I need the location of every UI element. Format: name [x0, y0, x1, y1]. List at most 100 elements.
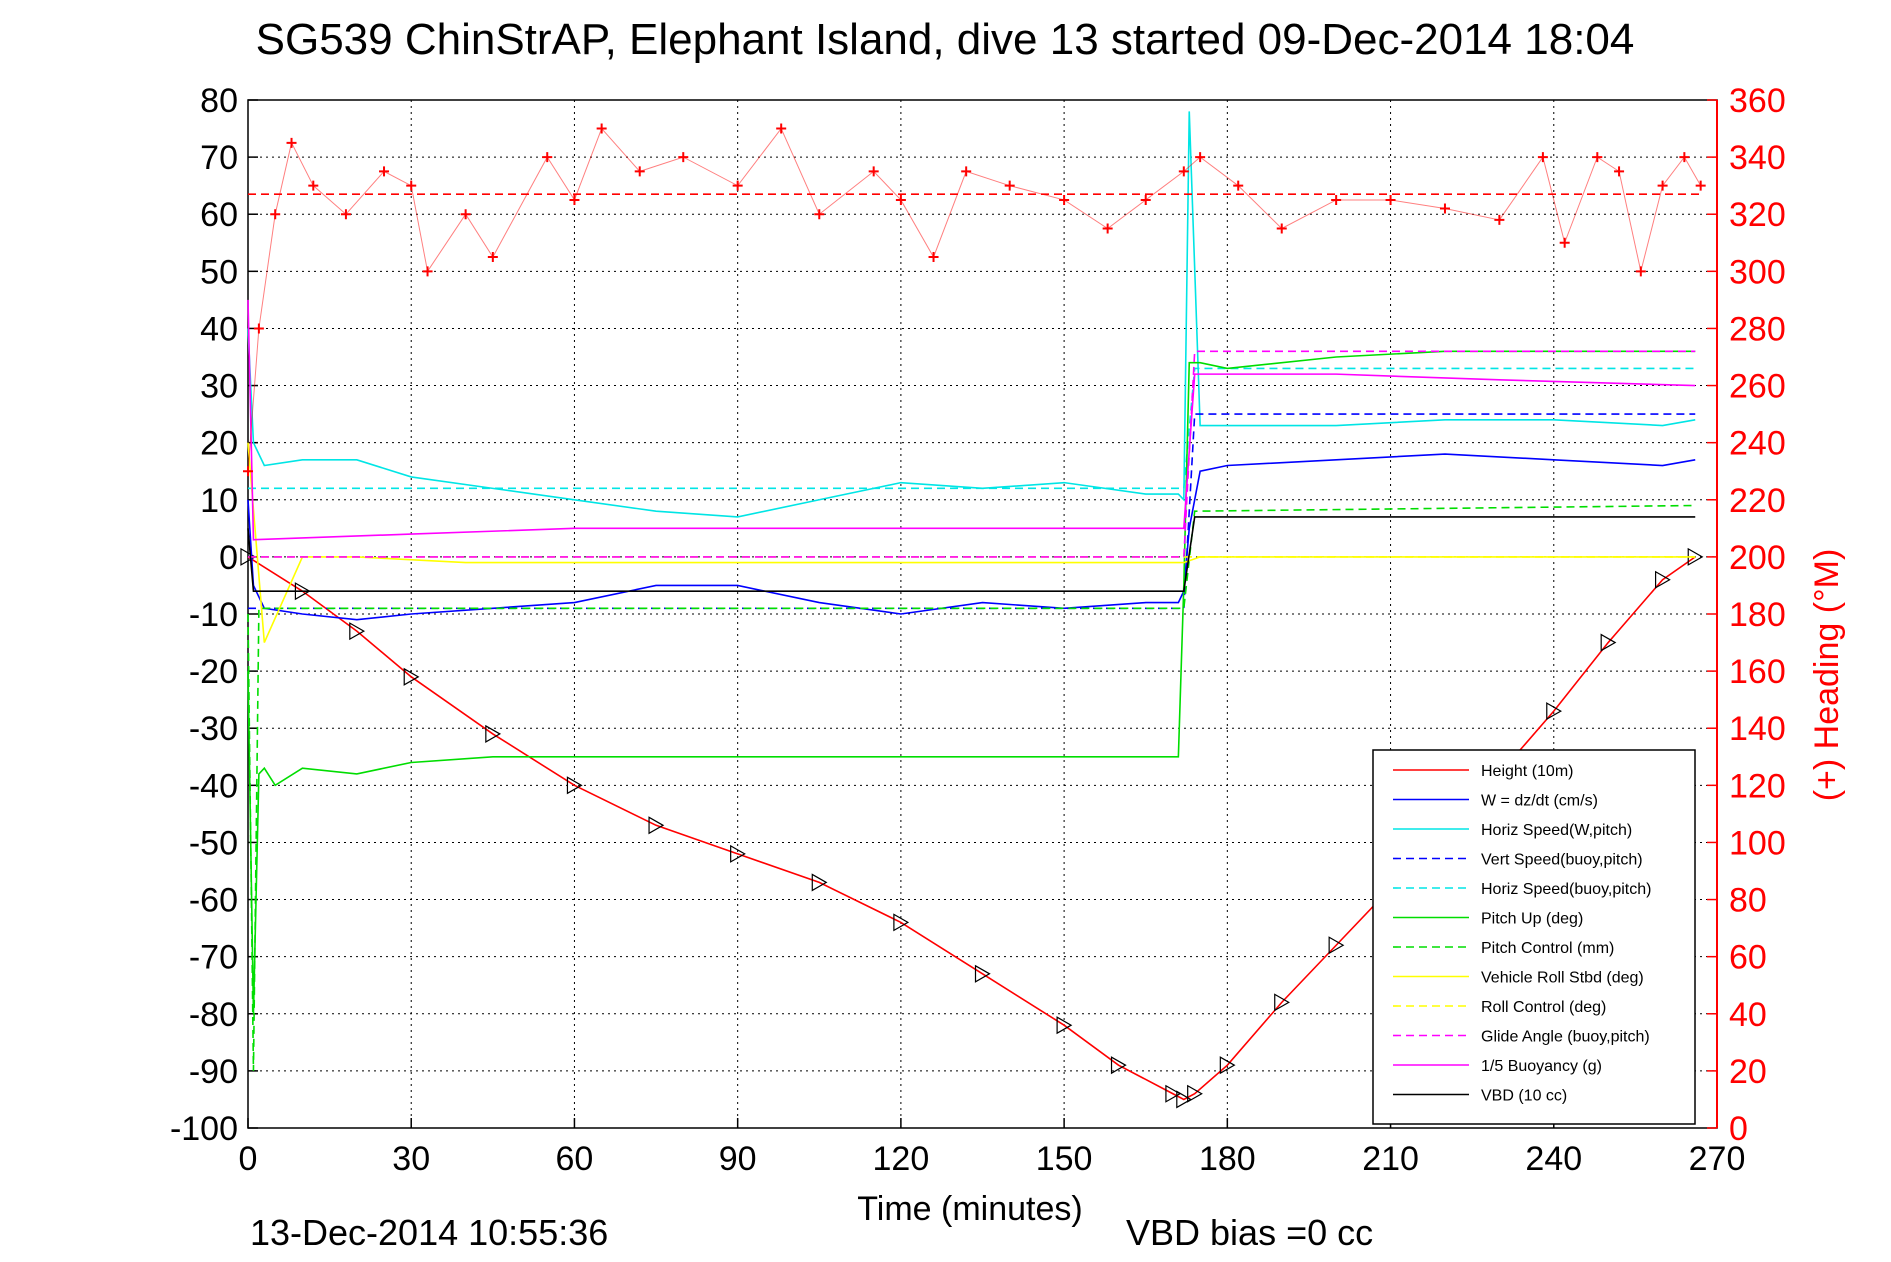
y-tick-label: -40: [189, 767, 238, 805]
height-marker: [1110, 1056, 1127, 1075]
y-tick-label: 40: [200, 310, 238, 348]
height-marker: [485, 724, 502, 743]
y2-tick-label: 160: [1729, 653, 1786, 691]
y2-tick-label: 100: [1729, 824, 1786, 862]
legend-entry: Horiz Speed(W,pitch): [1481, 822, 1632, 839]
x-tick-label: 180: [1199, 1140, 1256, 1178]
height-marker: [1600, 633, 1617, 652]
y2-tick-label: 0: [1729, 1110, 1748, 1148]
height-marker: [240, 547, 257, 566]
y-tick-label: -100: [170, 1110, 238, 1148]
x-tick-label: 90: [719, 1140, 757, 1178]
y2-tick-label: 20: [1729, 1053, 1767, 1091]
legend-entry: Height (10m): [1481, 763, 1573, 780]
series-vert-speed-buoy-pitch-line: [248, 413, 1696, 610]
x-tick-label: 270: [1689, 1140, 1746, 1178]
height-marker: [974, 964, 991, 983]
y-tick-label: 20: [200, 425, 238, 463]
y-tick-label: 30: [200, 368, 238, 406]
height-marker: [648, 816, 665, 835]
y-tick-label: 80: [200, 82, 238, 120]
height-marker: [403, 667, 420, 686]
legend-entry: Vehicle Roll Stbd (deg): [1481, 970, 1644, 987]
series-glide-angle-buoy-pitch-line: [248, 350, 1696, 558]
x-tick-label: 120: [873, 1140, 930, 1178]
legend-entry: 1/5 Buoyancy (g): [1481, 1058, 1602, 1075]
y-tick-label: -70: [189, 939, 238, 977]
y-tick-label: 10: [200, 482, 238, 520]
y2-tick-label: 80: [1729, 882, 1767, 920]
height-marker: [1328, 936, 1345, 955]
y-tick-label: -90: [189, 1053, 238, 1091]
height-marker: [1219, 1056, 1236, 1075]
y2-axis-label: (+) Heading (°M): [1808, 549, 1846, 802]
height-marker: [566, 776, 583, 795]
x-tick-label: 0: [239, 1140, 258, 1178]
legend-entry: Glide Angle (buoy,pitch): [1481, 1029, 1650, 1046]
height-marker: [1187, 1084, 1203, 1103]
series-heading-point: [1695, 180, 1706, 191]
series-pitch-control-mm-line: [247, 504, 1696, 1071]
y2-tick-label: 180: [1729, 596, 1786, 634]
y-tick-label: -80: [189, 996, 238, 1034]
y-tick-label: -50: [189, 824, 238, 862]
legend-entry: VBD (10 cc): [1481, 1088, 1567, 1105]
y2-tick-label: 140: [1729, 710, 1786, 748]
y2-tick-label: 340: [1729, 139, 1786, 177]
y-tick-label: -20: [189, 653, 238, 691]
x-tick-label: 150: [1036, 1140, 1093, 1178]
legend-entry: Pitch Control (mm): [1481, 940, 1614, 957]
series-heading-line: [247, 127, 1702, 472]
height-marker: [1546, 702, 1562, 721]
height-marker: [1654, 570, 1671, 589]
series-vbd-10-cc-line: [247, 516, 1696, 592]
x-tick-label: 30: [392, 1140, 430, 1178]
legend-entry: Roll Control (deg): [1481, 999, 1606, 1016]
height-marker: [349, 622, 366, 641]
y-tick-label: 70: [200, 139, 238, 177]
height-marker: [1056, 1016, 1073, 1035]
y2-tick-label: 300: [1729, 253, 1786, 291]
y-tick-label: -10: [189, 596, 238, 634]
x-tick-label: 60: [556, 1140, 594, 1178]
legend: Height (10m) W = dz/dt (cm/s) Horiz Speed(…: [1372, 749, 1696, 1125]
y2-tick-label: 120: [1729, 767, 1786, 805]
y-tick-label: 0: [219, 539, 238, 577]
x-tick-label: 240: [1525, 1140, 1582, 1178]
series-1-5-buoyancy-g-line: [247, 299, 1696, 541]
legend-entry: Horiz Speed(buoy,pitch): [1481, 881, 1651, 898]
height-marker: [893, 913, 910, 932]
height-marker: [1165, 1084, 1182, 1103]
legend-entry: Vert Speed(buoy,pitch): [1481, 852, 1643, 869]
height-marker: [1176, 1090, 1193, 1109]
series-pitch-up-deg-line: [247, 350, 1696, 1014]
y-tick-label: 50: [200, 253, 238, 291]
x-axis-label: Time (minutes): [857, 1190, 1082, 1228]
y2-tick-label: 280: [1729, 310, 1786, 348]
y2-tick-label: 260: [1729, 368, 1786, 406]
series-vehicle-roll-stbd-deg-line: [247, 442, 1696, 643]
x-tick-label: 210: [1362, 1140, 1419, 1178]
series-horiz-speed-buoy-pitch-line: [248, 367, 1696, 490]
chart-title: SG539 ChinStrAP, Elephant Island, dive 1…: [256, 15, 1635, 64]
y2-tick-label: 200: [1729, 539, 1786, 577]
height-marker: [730, 844, 746, 863]
height-marker: [1274, 993, 1290, 1012]
series-w-dz-dt-cm-s-line: [247, 453, 1696, 621]
y2-tick-label: 220: [1729, 482, 1786, 520]
legend-entry: Pitch Up (deg): [1481, 911, 1583, 928]
y-tick-label: 60: [200, 196, 238, 234]
legend-entry: W = dz/dt (cm/s): [1481, 793, 1598, 810]
legend-box: [1372, 749, 1696, 1125]
y-tick-label: -30: [189, 710, 238, 748]
y-tick-label: -60: [189, 882, 238, 920]
y2-tick-label: 360: [1729, 82, 1786, 120]
y2-tick-label: 320: [1729, 196, 1786, 234]
height-marker: [811, 873, 828, 892]
y2-tick-label: 240: [1729, 425, 1786, 463]
footer-vbd-bias: VBD bias =0 cc: [1126, 1212, 1373, 1253]
plot-area: 0 30 60 90 120 150 180 210 240 270 80 70 60 50 40 30 20 1…: [170, 82, 1786, 1178]
y2-tick-label: 60: [1729, 939, 1767, 977]
y2-tick-label: 40: [1729, 996, 1767, 1034]
